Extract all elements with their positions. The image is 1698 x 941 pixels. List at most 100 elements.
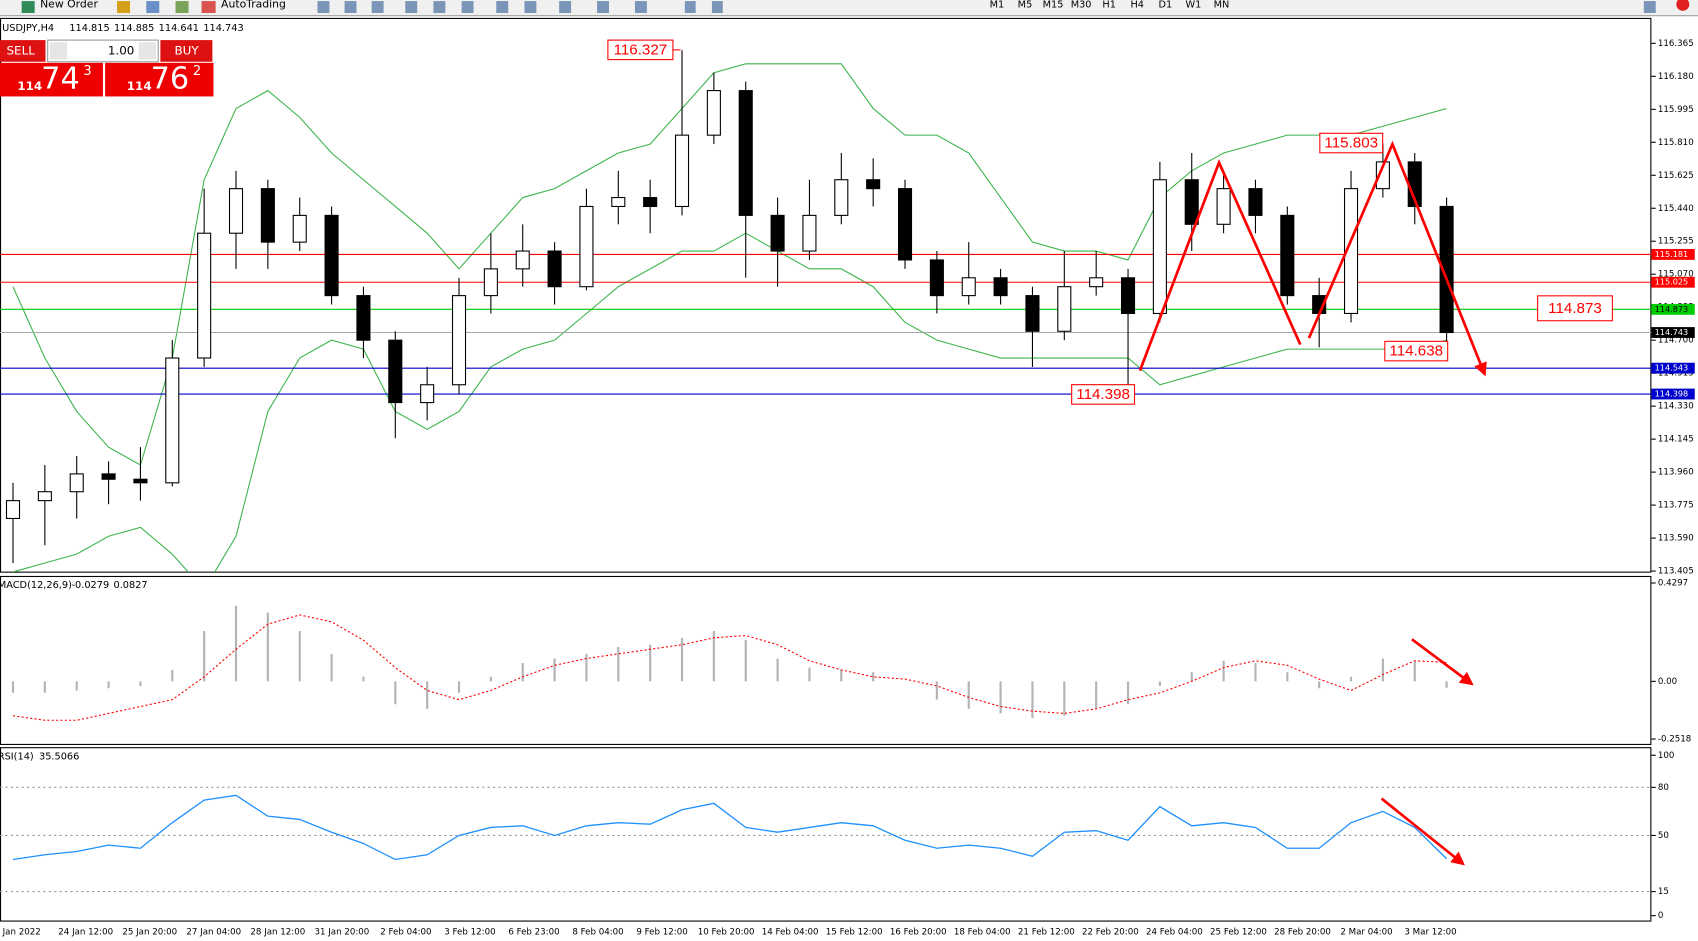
buy-button[interactable] [160, 40, 213, 62]
y-tick-label: 115.625 [1658, 171, 1694, 181]
price-level-label-box [1651, 303, 1695, 315]
timeframe[interactable]: D1 [1158, 0, 1172, 10]
x-tick-label: 6 Feb 23:00 [508, 927, 559, 937]
icon[interactable] [684, 1, 696, 14]
timeframe[interactable]: H4 [1130, 0, 1144, 10]
candle-body [451, 295, 467, 386]
value: 114.641 [159, 23, 199, 34]
icon[interactable] [461, 1, 474, 14]
buy-price-main[interactable]: 76 [151, 62, 190, 97]
candle-body [101, 473, 116, 480]
annotations: 116.327 115.803 114.873 114.638 114.398 [607, 39, 1613, 405]
x-tick-label: 22 Feb 20:00 [1082, 927, 1139, 937]
timeframe[interactable]: H1 [1102, 0, 1116, 10]
icon[interactable] [496, 1, 509, 14]
y-tick-label: 113.405 [1658, 567, 1694, 577]
x-tick-label: 24 Jan 12:00 [58, 927, 113, 937]
icon[interactable] [524, 1, 537, 14]
x-tick-label: 2 Feb 04:00 [380, 927, 431, 937]
macd-signal [12, 614, 1447, 721]
icon[interactable] [597, 1, 609, 14]
new-order[interactable]: New Order [40, 0, 98, 10]
autotrading[interactable]: AutoTrading [221, 0, 286, 10]
alert-badge[interactable] [1676, 0, 1690, 11]
candle-body [802, 214, 817, 252]
candle-body [547, 250, 562, 288]
icon[interactable] [371, 1, 384, 14]
annotation: 115.803 [1324, 135, 1378, 152]
sell-price-suffix[interactable]: 3 [83, 64, 91, 79]
symbol: USDJPY,H4 [2, 23, 54, 34]
timeframe[interactable]: W1 [1185, 0, 1201, 10]
candle-body [1025, 295, 1040, 332]
candle-body [611, 197, 626, 208]
x-tick-label: 24 Feb 04:00 [1146, 927, 1203, 937]
autotrading-icon[interactable] [201, 1, 216, 14]
x-tick-label: 28 Jan 12:00 [250, 927, 305, 937]
candle-body [1216, 188, 1231, 225]
macd-title: MACD(12,26,9) [0, 580, 72, 591]
price-level-label-box [1651, 327, 1695, 338]
sell-button[interactable] [0, 40, 46, 62]
candle-body [1184, 179, 1199, 225]
candle-body [579, 205, 594, 288]
sell-price-main[interactable]: 74 [41, 62, 80, 97]
buy-price-prefix[interactable]: 114 [127, 79, 152, 93]
x-tick-label: 25 Jan 20:00 [122, 927, 177, 937]
candle-body [260, 188, 275, 243]
lot-field[interactable] [47, 39, 159, 63]
candle-body [69, 473, 84, 493]
icon[interactable] [433, 1, 446, 14]
icon[interactable] [344, 1, 357, 14]
candle-body [897, 188, 913, 261]
icon[interactable] [175, 1, 189, 14]
sell-price-prefix[interactable]: 114 [17, 79, 42, 93]
timeframe[interactable]: MN [1214, 0, 1230, 10]
sell-label[interactable]: SELL [7, 43, 36, 57]
candle-body [388, 339, 403, 404]
candle-body [866, 179, 881, 190]
x-tick-label: 18 Feb 04:00 [954, 927, 1011, 937]
price-level-label-box [1651, 276, 1695, 288]
value: 0.0827 [113, 580, 147, 591]
icon[interactable] [146, 1, 160, 14]
x-tick-label: 2 Mar 04:00 [1340, 927, 1392, 937]
timeframe[interactable]: M5 [1018, 0, 1033, 10]
candle-body [1375, 161, 1390, 190]
value: -0.0279 [72, 580, 110, 591]
icon[interactable] [559, 1, 572, 14]
sell-price-box[interactable] [0, 62, 103, 97]
candle-body [1439, 205, 1454, 334]
timeframe[interactable]: M15 [1043, 0, 1064, 10]
lot-down[interactable] [49, 42, 68, 60]
icon[interactable] [117, 1, 131, 14]
rsi-arrow [1380, 797, 1465, 866]
buy-price-box[interactable] [105, 62, 214, 97]
candle-body [165, 357, 180, 484]
timeframe[interactable]: M30 [1071, 0, 1092, 10]
candle-body [993, 277, 1008, 297]
y-tick-label: 113.590 [1658, 534, 1694, 544]
icon[interactable] [1643, 1, 1656, 14]
candle-body [643, 197, 658, 208]
icon[interactable] [317, 1, 330, 14]
price-level-label-box [1651, 388, 1695, 400]
new-order-icon[interactable] [21, 1, 35, 14]
y-tick-label: 116.180 [1658, 72, 1694, 82]
candle-body [228, 188, 244, 234]
lot-value[interactable]: 1.00 [108, 43, 135, 57]
candle-body [483, 268, 498, 297]
y-tick-label: 0.4297 [1658, 578, 1688, 588]
icon[interactable] [405, 1, 418, 14]
buy-label[interactable]: BUY [174, 43, 199, 57]
y-tick-label: 114.700 [1658, 336, 1694, 346]
timeframe[interactable]: M1 [990, 0, 1005, 10]
icon[interactable] [634, 1, 647, 14]
candle-body [292, 214, 307, 243]
icon[interactable] [711, 1, 723, 14]
buy-price-suffix[interactable]: 2 [193, 64, 201, 79]
y-tick-label: 115.440 [1658, 204, 1694, 214]
lot-up[interactable] [138, 42, 157, 60]
price-level-label: 114.873 [1655, 304, 1689, 314]
annotation-box [1384, 340, 1449, 362]
